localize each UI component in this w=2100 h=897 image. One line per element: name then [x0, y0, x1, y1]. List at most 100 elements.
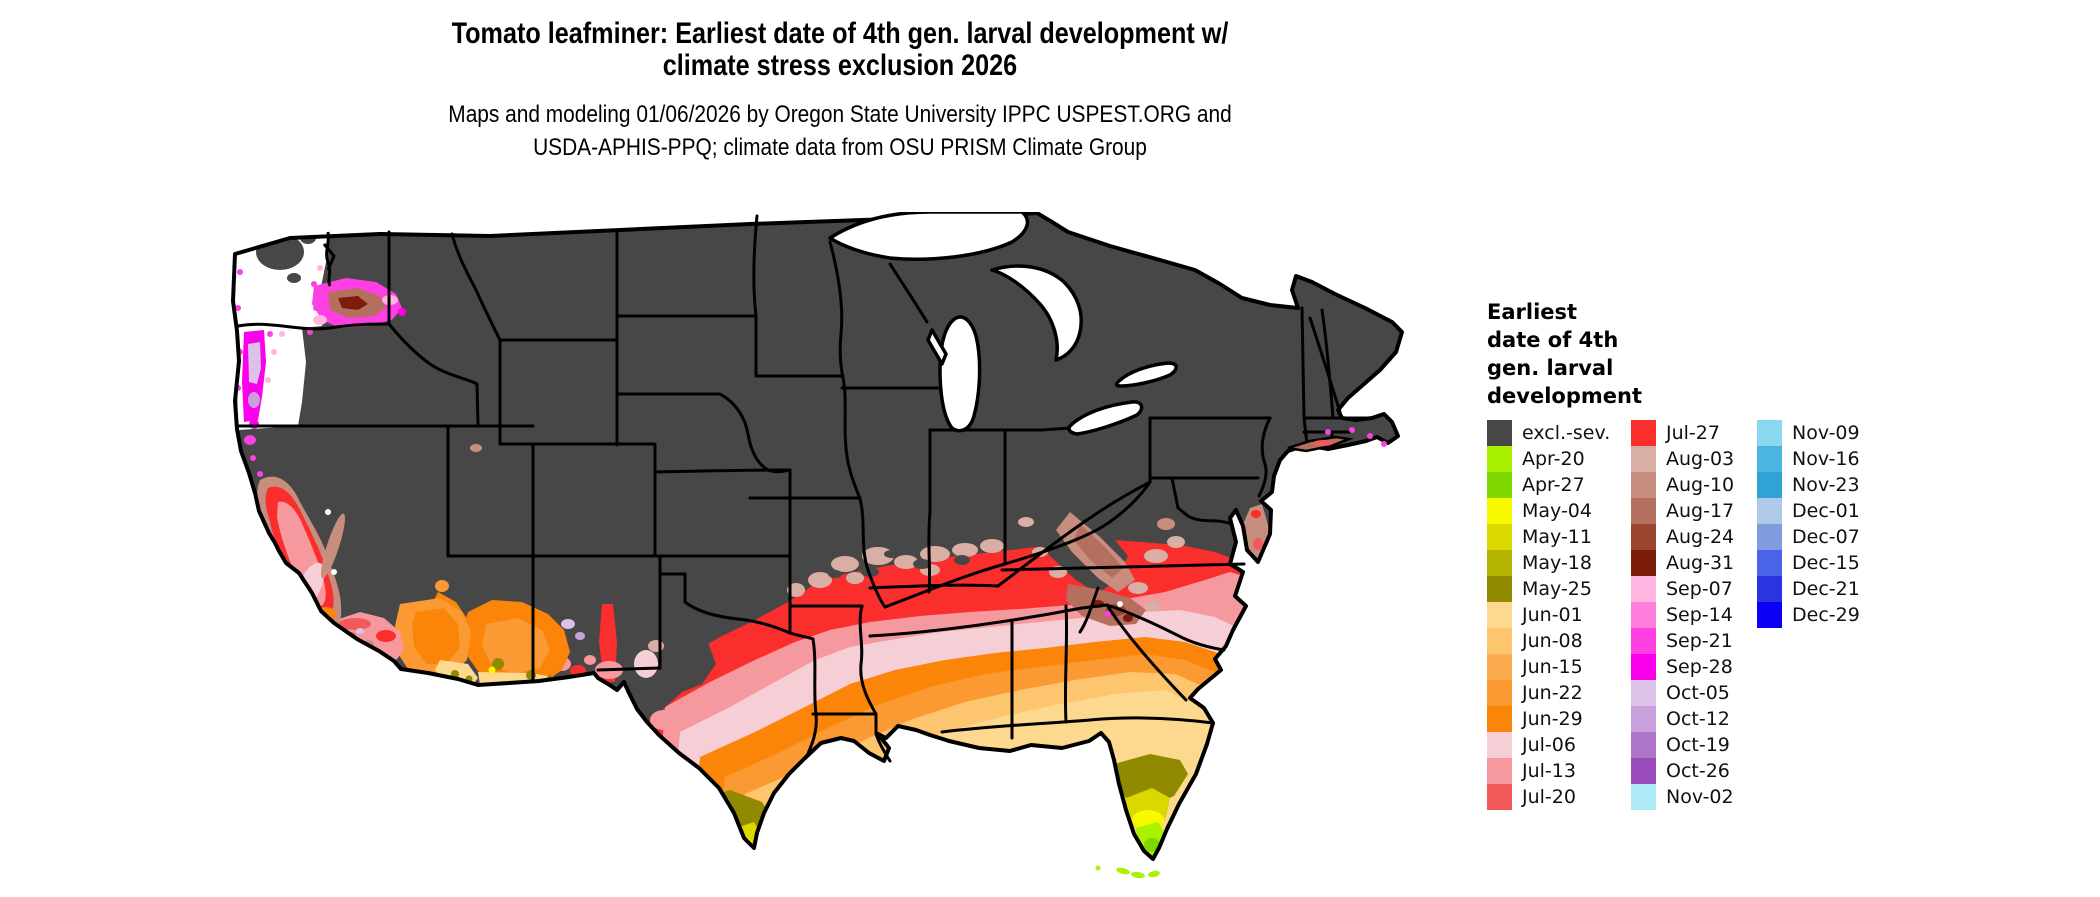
legend-swatch	[1487, 732, 1512, 758]
legend-swatch	[1757, 472, 1782, 498]
legend-label: Aug-17	[1666, 500, 1735, 522]
legend: Earliest date of 4th gen. larval developmen…	[1487, 298, 2047, 810]
legend-row: Oct-05	[1631, 680, 1734, 706]
legend-label: Sep-14	[1666, 604, 1733, 626]
legend-row: Jul-06	[1487, 732, 1610, 758]
lake-superior	[828, 210, 1030, 261]
legend-swatch	[1631, 446, 1656, 472]
legend-row: Oct-26	[1631, 758, 1734, 784]
legend-row: Jun-15	[1487, 654, 1610, 680]
legend-swatch	[1631, 706, 1656, 732]
legend-swatch	[1487, 706, 1512, 732]
legend-swatch	[1487, 784, 1512, 810]
legend-title-line: gen. larval	[1487, 356, 1614, 380]
legend-swatch	[1631, 602, 1656, 628]
legend-label: Oct-19	[1666, 734, 1730, 756]
legend-row: Jun-01	[1487, 602, 1610, 628]
legend-row: Jul-27	[1631, 420, 1734, 446]
legend-row: Jun-22	[1487, 680, 1610, 706]
legend-label: excl.-sev.	[1522, 422, 1611, 444]
legend-row: May-18	[1487, 550, 1610, 576]
legend-swatch	[1631, 628, 1656, 654]
legend-swatch	[1631, 524, 1656, 550]
legend-column-2: Jul-27 Aug-03 Aug-10 Aug-17 Aug-24 Aug-31 Sep-…	[1631, 420, 1734, 810]
legend-row: Oct-12	[1631, 706, 1734, 732]
lake-ontario	[1114, 361, 1178, 388]
legend-swatch	[1631, 576, 1656, 602]
legend-label: Jun-08	[1522, 630, 1583, 652]
legend-row: Nov-16	[1757, 446, 1860, 472]
new-england-coast-dots	[1325, 427, 1387, 447]
us-choropleth-map	[230, 210, 1470, 892]
legend-label: Nov-09	[1792, 422, 1860, 444]
legend-swatch	[1757, 576, 1782, 602]
legend-swatch	[1487, 576, 1512, 602]
legend-row: Aug-24	[1631, 524, 1734, 550]
legend-label: Jul-20	[1522, 786, 1576, 808]
legend-swatch	[1487, 628, 1512, 654]
legend-row: Aug-10	[1631, 472, 1734, 498]
legend-label: Jun-01	[1522, 604, 1583, 626]
legend-label: Jun-22	[1522, 682, 1583, 704]
legend-label: Oct-26	[1666, 760, 1730, 782]
legend-row: Jun-08	[1487, 628, 1610, 654]
legend-label: Aug-03	[1666, 448, 1735, 470]
legend-label: Dec-21	[1792, 578, 1860, 600]
florida-keys	[1095, 865, 1160, 879]
legend-row: Dec-29	[1757, 602, 1860, 628]
legend-row: Oct-19	[1631, 732, 1734, 758]
legend-swatch	[1487, 420, 1512, 446]
legend-label: May-18	[1522, 552, 1592, 574]
legend-label: Oct-12	[1666, 708, 1730, 730]
green-bay	[926, 328, 948, 366]
legend-label: May-25	[1522, 578, 1592, 600]
legend-column-1: excl.-sev. Apr-20 Apr-27 May-04 May-11 May-18…	[1487, 420, 1610, 810]
legend-swatch	[1631, 498, 1656, 524]
map-title-line2: climate stress exclusion 2026	[662, 49, 1018, 82]
legend-label: May-11	[1522, 526, 1592, 548]
legend-label: Apr-27	[1522, 474, 1585, 496]
legend-row: Sep-07	[1631, 576, 1734, 602]
legend-label: Jul-27	[1666, 422, 1720, 444]
legend-title: Earliest date of 4th gen. larval developmen…	[1487, 298, 2047, 410]
great-lakes	[828, 210, 1178, 436]
legend-row: Jun-29	[1487, 706, 1610, 732]
us-map-svg	[231, 210, 1404, 879]
map-subtitle: Maps and modeling 01/06/2026 by Oregon S…	[275, 98, 1406, 164]
legend-title-line: development	[1487, 384, 1642, 408]
legend-swatch	[1487, 654, 1512, 680]
legend-label: Jul-13	[1522, 760, 1576, 782]
legend-label: Sep-21	[1666, 630, 1733, 652]
legend-swatch	[1757, 550, 1782, 576]
legend-swatch	[1631, 732, 1656, 758]
legend-label: Aug-10	[1666, 474, 1735, 496]
legend-label: Dec-01	[1792, 500, 1860, 522]
legend-swatch	[1631, 680, 1656, 706]
legend-row: Aug-03	[1631, 446, 1734, 472]
legend-row: May-04	[1487, 498, 1610, 524]
legend-label: Dec-07	[1792, 526, 1860, 548]
legend-row: Apr-20	[1487, 446, 1610, 472]
legend-swatch	[1487, 472, 1512, 498]
legend-title-line: Earliest	[1487, 300, 1578, 324]
legend-swatch	[1631, 550, 1656, 576]
legend-row: Aug-17	[1631, 498, 1734, 524]
legend-row: excl.-sev.	[1487, 420, 1610, 446]
puget-sound-lines	[322, 231, 336, 287]
legend-column-3: Nov-09 Nov-16 Nov-23 Dec-01 Dec-07 Dec-15 Dec-…	[1757, 420, 1860, 628]
map-fill-layers	[233, 213, 1402, 859]
legend-row: Apr-27	[1487, 472, 1610, 498]
legend-label: Oct-05	[1666, 682, 1730, 704]
legend-row: Sep-28	[1631, 654, 1734, 680]
legend-label: Jun-29	[1522, 708, 1583, 730]
legend-swatch	[1757, 602, 1782, 628]
legend-swatch	[1487, 550, 1512, 576]
legend-row: Dec-21	[1757, 576, 1860, 602]
legend-row: Dec-01	[1757, 498, 1860, 524]
state-borders	[236, 214, 1372, 763]
header: Tomato leafminer: Earliest date of 4th g…	[190, 0, 1490, 164]
legend-swatch	[1757, 524, 1782, 550]
legend-label: Apr-20	[1522, 448, 1585, 470]
legend-swatch	[1631, 654, 1656, 680]
